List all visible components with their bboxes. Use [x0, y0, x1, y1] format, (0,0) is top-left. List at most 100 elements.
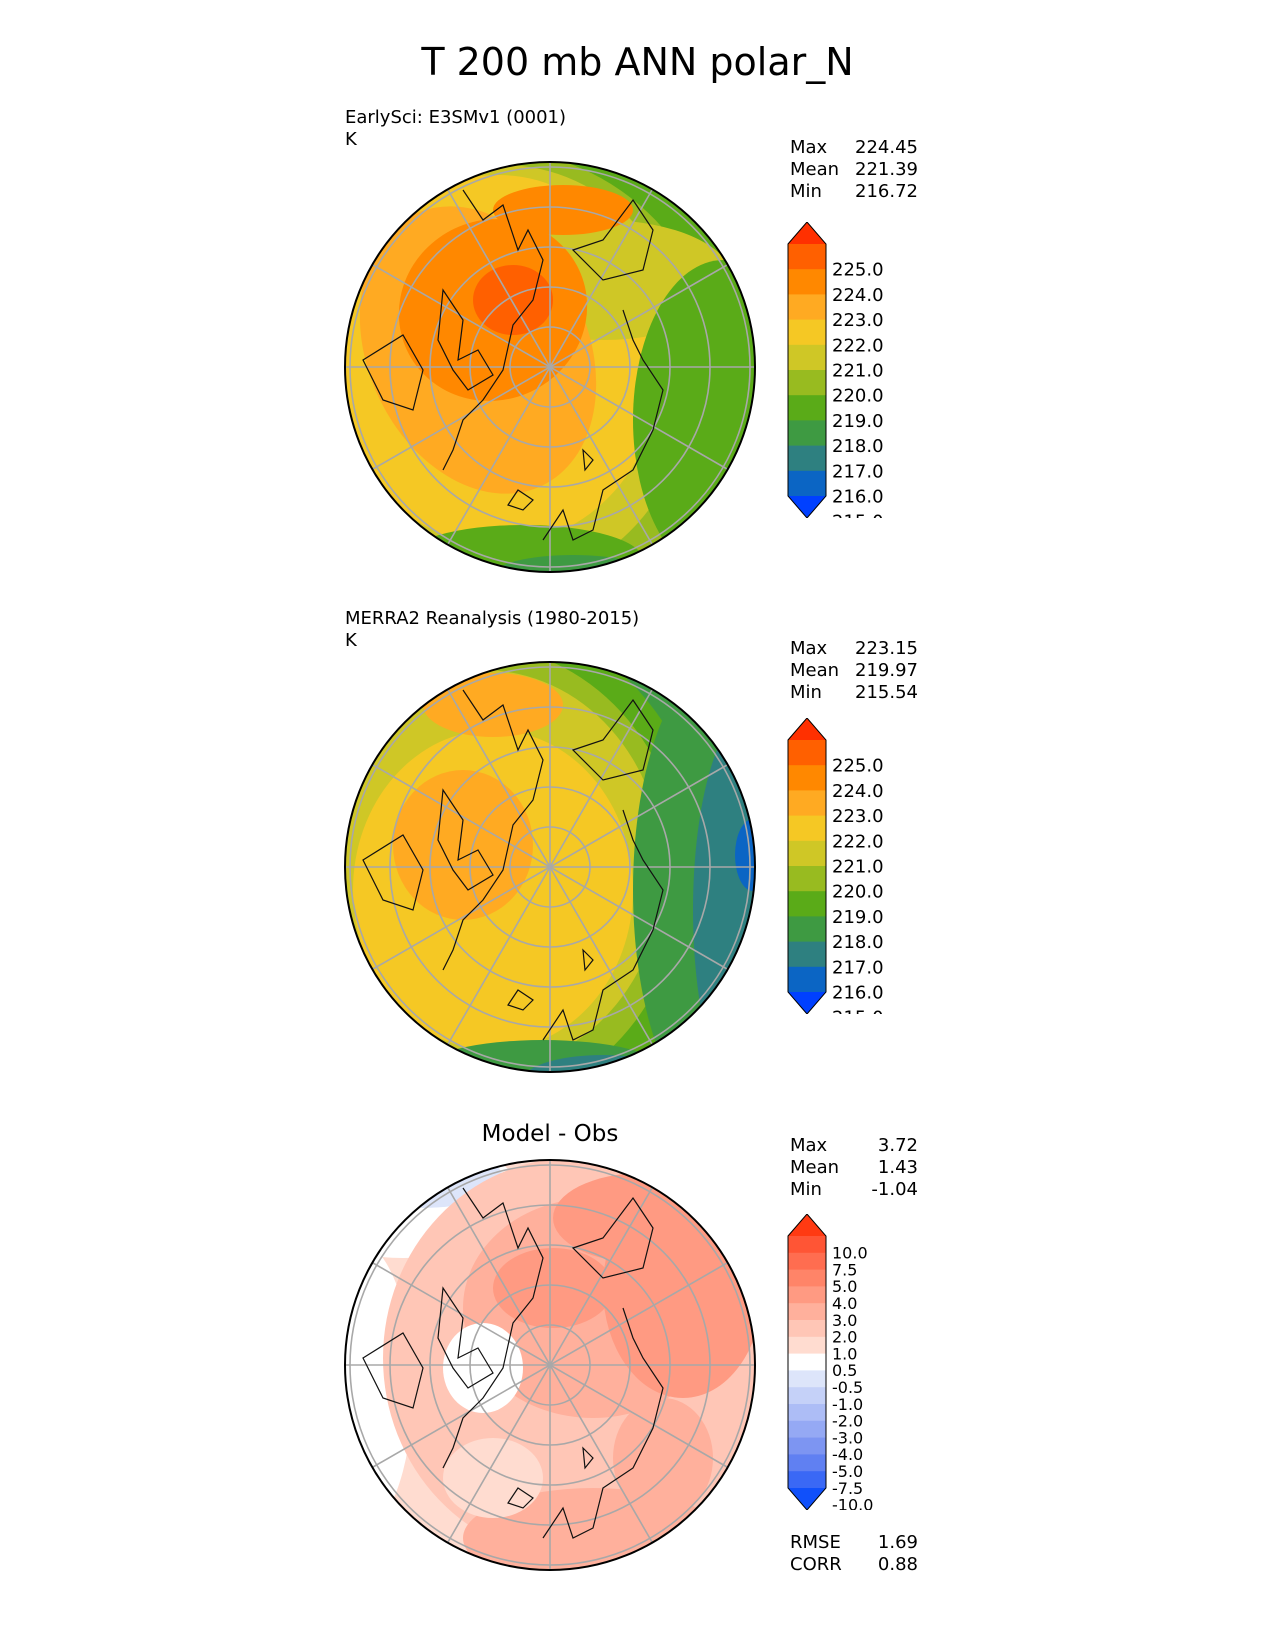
colorbar-tick-label: 218.0	[832, 932, 884, 953]
colorbar-tick-label: 1.0	[832, 1344, 857, 1363]
figure-title: T 200 mb ANN polar_N	[421, 40, 854, 84]
max-value: 224.45	[855, 137, 918, 158]
colorbar-swatch	[788, 790, 826, 817]
colorbar-tick-label: 218.0	[832, 436, 884, 457]
colorbar-swatch	[788, 815, 826, 842]
diff-colorbar: 10.07.55.04.03.02.01.00.5-0.5-1.0-2.0-3.…	[787, 1214, 873, 1510]
colorbar-swatch	[788, 1353, 826, 1371]
colorbar-tick-label: -3.0	[832, 1428, 863, 1447]
corr-value: 0.88	[877, 1554, 918, 1575]
obs-stats: Max 223.15 Mean 219.97 Min 215.54	[790, 638, 918, 704]
mean-value: 1.43	[877, 1157, 918, 1178]
colorbar-tick-label: 217.0	[832, 957, 884, 978]
colorbar-swatch	[788, 1320, 826, 1338]
colorbar-swatch	[788, 269, 826, 295]
colorbar-tick-label: -4.0	[832, 1445, 863, 1464]
diff-polar-map	[344, 1159, 756, 1571]
colorbar-tick-label: 7.5	[832, 1260, 857, 1279]
corr-label: CORR	[790, 1554, 842, 1575]
obs-polar-map	[344, 661, 756, 1073]
colorbar-swatch	[788, 395, 826, 421]
colorbar-swatch	[788, 1454, 826, 1472]
colorbar-tick-label: -5.0	[832, 1462, 863, 1481]
colorbar-tick-label: -1.0	[832, 1395, 863, 1414]
mean-value: 219.97	[855, 660, 918, 681]
colorbar-swatch	[788, 1336, 826, 1355]
max-label: Max	[790, 638, 828, 659]
colorbar-tick-label: 215.0	[832, 512, 884, 518]
colorbar-swatch	[788, 1236, 826, 1254]
colorbar-tick-label: 4.0	[832, 1294, 857, 1313]
obs-units: K	[345, 630, 357, 651]
mean-label: Mean	[790, 1157, 840, 1178]
colorbar-tick-label: -7.5	[832, 1479, 863, 1498]
max-value: 223.15	[855, 638, 918, 659]
max-label: Max	[790, 1135, 828, 1156]
colorbar-swatch	[788, 840, 826, 867]
colorbar-swatch	[788, 344, 826, 371]
min-value: 216.72	[855, 181, 918, 202]
colorbar-tick-label: 3.0	[832, 1311, 857, 1330]
colorbar-swatch	[788, 1420, 826, 1439]
colorbar-swatch	[788, 916, 826, 943]
max-label: Max	[790, 137, 828, 158]
colorbar-tick-label: 223.0	[832, 806, 884, 827]
colorbar-swatch	[788, 445, 826, 472]
colorbar-tick-label: 216.0	[832, 982, 884, 1003]
colorbar-tick-label: 215.0	[832, 1008, 884, 1014]
model-title: EarlySci: E3SMv1 (0001)	[345, 107, 567, 128]
colorbar-swatch	[788, 1471, 826, 1489]
colorbar-swatch	[788, 1387, 826, 1405]
colorbar-tick-label: 222.0	[832, 831, 884, 852]
colorbar-swatch	[788, 319, 826, 346]
mean-value: 221.39	[855, 159, 918, 180]
colorbar-tick-label: 221.0	[832, 360, 884, 381]
colorbar-tick-label: 224.0	[832, 781, 884, 802]
colorbar-tick-label: 220.0	[832, 386, 884, 407]
colorbar-swatch	[788, 941, 826, 968]
colorbar-tick-label: 225.0	[832, 756, 884, 777]
mean-label: Mean	[790, 660, 840, 681]
colorbar-tick-label: 222.0	[832, 335, 884, 356]
colorbar-outline	[787, 1214, 827, 1510]
diff-stats: Max 3.72 Mean 1.43 Min -1.04	[790, 1135, 918, 1201]
obs-colorbar: 225.0 224.0 223.0 222.0 221.0 220.0 219.0 218.0…	[787, 718, 884, 1014]
rmse-value: 1.69	[877, 1532, 918, 1553]
colorbar-tick-label: 219.0	[832, 907, 884, 928]
min-label: Min	[790, 181, 822, 202]
colorbar-outline	[787, 222, 827, 518]
colorbar-swatch	[788, 1437, 826, 1455]
colorbar-tick-label: 221.0	[832, 856, 884, 877]
colorbar-swatch	[788, 294, 826, 321]
min-value: 215.54	[855, 682, 918, 703]
mean-label: Mean	[790, 159, 840, 180]
model-stats: Max 224.45 Mean 221.39 Min 216.72	[790, 137, 918, 203]
colorbar-tick-label: -0.5	[832, 1378, 863, 1397]
colorbar-swatch	[788, 966, 826, 993]
min-label: Min	[790, 1179, 822, 1200]
colorbar-swatch	[788, 1252, 826, 1271]
diff-metrics: RMSE 1.69 CORR 0.88	[790, 1532, 918, 1576]
colorbar-min-arrow	[788, 496, 826, 518]
max-value: 3.72	[877, 1135, 918, 1156]
colorbar-swatch	[788, 1303, 826, 1321]
colorbar-max-arrow	[788, 718, 826, 740]
model-colorbar-labels: 225.0 224.0 223.0 222.0 221.0 220.0 219.0 218.0…	[832, 260, 884, 518]
colorbar-max-arrow	[788, 222, 826, 244]
colorbar-tick-label: 223.0	[832, 310, 884, 331]
colorbar-swatch	[788, 244, 826, 270]
min-value: -1.04	[871, 1179, 918, 1200]
colorbar-swatch	[788, 1370, 826, 1388]
colorbar-tick-label: 0.5	[832, 1361, 857, 1380]
colorbar-min-arrow	[788, 992, 826, 1014]
colorbar-tick-label: 219.0	[832, 411, 884, 432]
obs-colorbar-labels: 225.0 224.0 223.0 222.0 221.0 220.0 219.0 218.0…	[832, 756, 884, 1014]
colorbar-tick-label: 10.0	[832, 1244, 868, 1263]
diff-colorbar-labels: 10.07.55.04.03.02.01.00.5-0.5-1.0-2.0-3.…	[832, 1244, 873, 1510]
colorbar-swatch	[788, 470, 826, 497]
colorbar-swatch	[788, 740, 826, 766]
colorbar-tick-label: 2.0	[832, 1328, 857, 1347]
model-colorbar-swatches	[787, 222, 827, 518]
obs-colorbar-swatches	[787, 718, 827, 1014]
colorbar-min-arrow	[788, 1488, 826, 1510]
